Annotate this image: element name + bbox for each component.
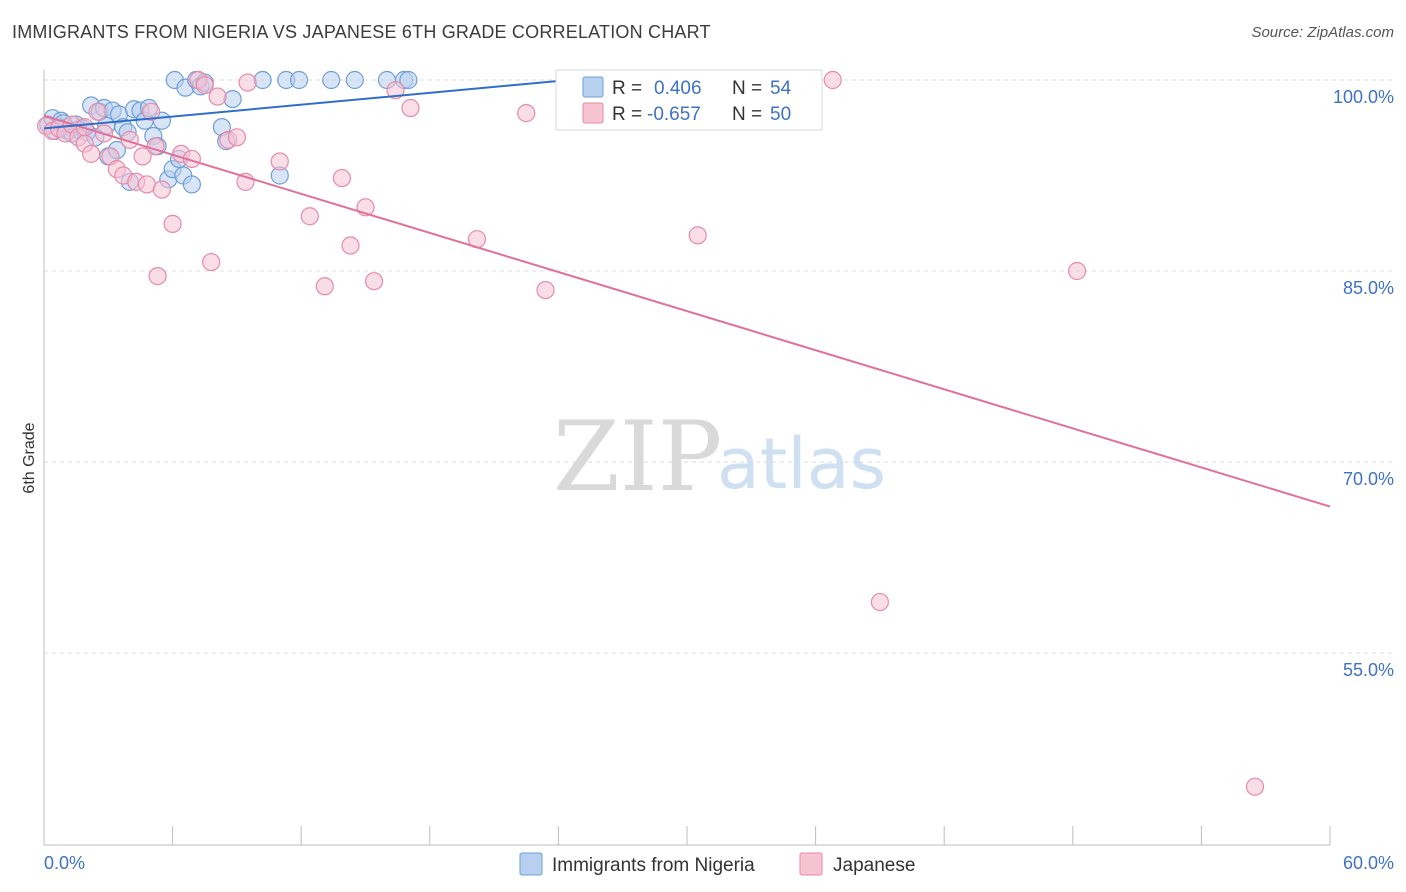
data-point (253, 70, 272, 90)
y-tick-label: 55.0% (1343, 660, 1394, 680)
data-point (270, 152, 289, 171)
stats-legend-n-value-2: 50 (770, 104, 791, 125)
watermark-atlas: atlas (717, 423, 886, 505)
stats-legend-r-value-1: 0.406 (654, 78, 702, 99)
stats-legend-r-value-2: -0.657 (647, 104, 701, 125)
series-legend-label-japanese: Japanese (833, 855, 915, 876)
data-point (823, 70, 842, 90)
series-legend-label-nigeria: Immigrants from Nigeria (552, 855, 755, 876)
data-point (536, 281, 555, 300)
data-point (688, 226, 707, 245)
stats-legend-n-value-1: 54 (770, 78, 792, 99)
chart-title: IMMIGRANTS FROM NIGERIA VS JAPANESE 6TH … (12, 22, 711, 42)
data-point (142, 102, 161, 121)
data-point (163, 214, 182, 233)
stats-legend-r-label-2: R = (612, 104, 642, 125)
data-point (1245, 777, 1265, 796)
stats-legend-n-label-1: N = (732, 78, 762, 99)
data-point (148, 266, 167, 286)
data-point (223, 89, 242, 109)
watermark-zip: ZIP (553, 401, 722, 513)
x-ticks (43, 826, 1331, 845)
y-tick-label: 85.0% (1343, 278, 1394, 298)
grid-lines (44, 79, 1394, 654)
data-point (238, 73, 257, 92)
data-point (182, 175, 201, 194)
data-point (870, 592, 890, 612)
data-point (341, 236, 360, 255)
data-point (399, 70, 418, 90)
data-point (517, 104, 536, 123)
watermark: ZIP atlas (553, 401, 886, 513)
stats-legend: R = 0.406 N = 54 R = -0.657 N = 50 (555, 69, 823, 131)
data-point (332, 168, 352, 188)
y-axis-label: 6th Grade (21, 422, 38, 493)
data-point (195, 75, 214, 95)
data-point (300, 207, 319, 226)
data-point (133, 147, 152, 166)
data-point (289, 70, 309, 90)
data-point (401, 98, 420, 118)
data-point (315, 277, 334, 296)
stats-legend-swatch-blue (582, 76, 604, 98)
y-tick-label: 100.0% (1333, 87, 1394, 107)
stats-legend-n-label-2: N = (732, 104, 762, 125)
stats-legend-r-label-1: R = (612, 78, 642, 99)
data-point (152, 180, 171, 199)
y-tick-label: 70.0% (1343, 469, 1394, 489)
x-tick-label-max: 60.0% (1343, 853, 1394, 873)
data-point (88, 102, 107, 121)
data-point (82, 144, 101, 163)
data-point (364, 272, 384, 291)
chart-source: Source: ZipAtlas.com (1251, 24, 1394, 41)
series-japanese-points (37, 70, 1265, 796)
trend-line-nigeria (43, 79, 570, 130)
series-legend-swatch-japanese (799, 852, 823, 876)
series-legend-swatch-nigeria (519, 852, 543, 876)
data-point (386, 81, 405, 100)
data-point (322, 70, 341, 90)
trend-line-japanese (43, 114, 1331, 508)
stats-legend-swatch-pink (582, 102, 604, 124)
y-tick-labels: 100.0% 85.0% 70.0% 55.0% (1333, 87, 1394, 680)
data-point (345, 70, 364, 90)
data-point (202, 252, 221, 272)
trend-lines (43, 79, 1331, 508)
series-legend: Immigrants from Nigeria Japanese (519, 852, 915, 876)
x-tick-label-min: 0.0% (44, 853, 85, 873)
data-point (208, 87, 227, 106)
data-point (1067, 261, 1087, 281)
data-point (227, 128, 246, 147)
